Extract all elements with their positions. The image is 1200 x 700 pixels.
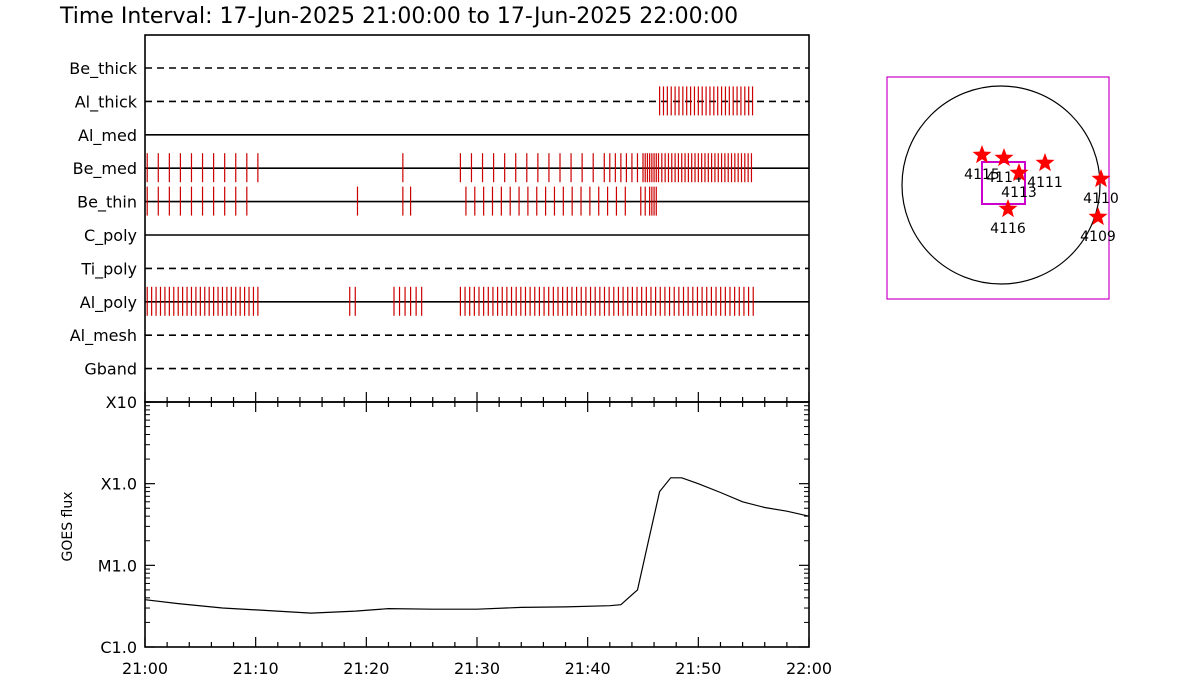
region-label: 4110 bbox=[1083, 191, 1119, 207]
region-label: 4111 bbox=[1027, 175, 1063, 191]
channel-row-al_med: Al_med bbox=[78, 126, 809, 146]
channel-label: Be_med bbox=[73, 159, 137, 179]
channel-label: Al_thick bbox=[75, 92, 138, 112]
x-tick-label: 21:00 bbox=[122, 659, 168, 678]
detector-timeline-panel: Be_thick Al_thick Al_med Be_med Be_thin C_pol… bbox=[69, 34, 810, 403]
channel-row-be_thick: Be_thick bbox=[69, 59, 809, 79]
channel-row-be_med: Be_med bbox=[73, 153, 809, 183]
channel-row-al_thick: Al_thick bbox=[75, 86, 809, 116]
y-tick-label: C1.0 bbox=[100, 638, 137, 657]
channel-label: Ti_poly bbox=[80, 259, 137, 279]
channel-row-al_poly: Al_poly bbox=[80, 286, 809, 316]
channel-label: Be_thick bbox=[69, 59, 137, 79]
star-icon bbox=[998, 199, 1018, 218]
y-tick-label: X1.0 bbox=[101, 475, 137, 494]
goes-frame bbox=[144, 401, 810, 648]
x-tick-label: 21:40 bbox=[565, 659, 611, 678]
channel-row-be_thin: Be_thin bbox=[77, 186, 809, 216]
channel-label: Gband bbox=[84, 360, 137, 379]
channel-label: Al_med bbox=[78, 126, 137, 146]
figure-title: Time Interval: 17-Jun-2025 21:00:00 to 1… bbox=[59, 4, 738, 29]
goes-flux-panel: C1.0 M1.0 X1.0 X10 21:00 21:10 21:20 21:30 21:40… bbox=[60, 393, 832, 678]
region-label: 4116 bbox=[990, 221, 1026, 237]
y-axis-label: GOES flux bbox=[60, 491, 76, 561]
region-label: 4113 bbox=[1001, 185, 1037, 201]
channel-label: C_poly bbox=[84, 226, 137, 246]
channel-row-al_mesh: Al_mesh bbox=[70, 326, 809, 346]
map-frame bbox=[886, 76, 1110, 300]
x-tick-label: 21:10 bbox=[233, 659, 279, 678]
x-tick-label: 22:00 bbox=[786, 659, 832, 678]
x-tick-label: 21:20 bbox=[343, 659, 389, 678]
star-icon bbox=[1088, 207, 1108, 226]
channel-row-gband: Gband bbox=[84, 360, 809, 379]
x-tick-label: 21:50 bbox=[675, 659, 721, 678]
region-label: 4115 bbox=[964, 167, 1000, 183]
star-icon bbox=[972, 145, 992, 164]
active-region-marker: 4110 bbox=[1083, 169, 1119, 207]
channel-row-ti_poly: Ti_poly bbox=[80, 259, 809, 279]
region-label: 4109 bbox=[1080, 229, 1116, 245]
goes-flux-line bbox=[144, 477, 810, 614]
star-icon bbox=[1091, 169, 1111, 188]
star-icon bbox=[1035, 153, 1055, 172]
channel-label: Be_thin bbox=[77, 193, 137, 213]
active-region-marker: 4115 bbox=[964, 145, 1000, 183]
active-region-marker: 4114 bbox=[986, 148, 1022, 186]
active-region-marker: 4116 bbox=[990, 199, 1026, 237]
channel-label: Al_mesh bbox=[70, 326, 137, 346]
active-region-marker: 4109 bbox=[1080, 207, 1116, 245]
channel-label: Al_poly bbox=[80, 293, 137, 313]
active-region-marker: 4111 bbox=[1027, 153, 1063, 191]
channel-row-c_poly: C_poly bbox=[84, 226, 809, 246]
active-region-marker: 4113 bbox=[1001, 163, 1037, 201]
star-icon bbox=[1009, 163, 1029, 182]
star-icon bbox=[994, 148, 1014, 167]
x-tick-label: 21:30 bbox=[454, 659, 500, 678]
y-tick-label: X10 bbox=[106, 393, 137, 412]
y-tick-label: M1.0 bbox=[98, 556, 137, 575]
solar-disk bbox=[901, 85, 1101, 285]
region-label: 4114 bbox=[986, 170, 1022, 186]
